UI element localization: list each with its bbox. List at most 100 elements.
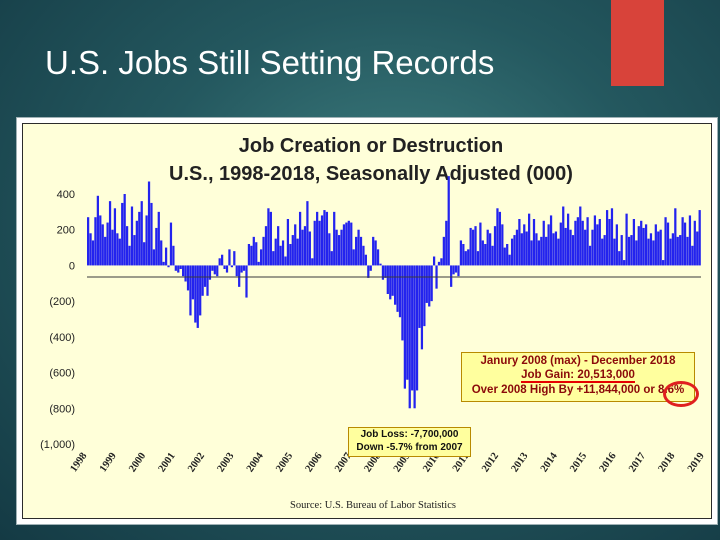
x-tick-label: 2012 (480, 451, 501, 475)
bar (301, 229, 304, 266)
bar (182, 265, 185, 277)
bar (640, 220, 643, 266)
bar (308, 231, 311, 266)
bar (218, 258, 221, 266)
bar (342, 224, 346, 266)
bar (411, 265, 414, 391)
bar (683, 222, 687, 266)
bar (596, 224, 599, 266)
bar (289, 244, 292, 266)
bar (674, 208, 677, 266)
bars (87, 176, 701, 409)
bar (335, 229, 338, 266)
bar (228, 249, 231, 266)
bar (403, 265, 406, 389)
bar (601, 238, 604, 266)
bar (340, 229, 343, 266)
bar (510, 238, 514, 266)
bar (281, 240, 285, 266)
bar (364, 254, 367, 266)
bar (108, 201, 112, 266)
bar (389, 265, 392, 300)
bar (454, 265, 458, 273)
bar (376, 249, 380, 266)
bar (201, 265, 204, 296)
bar (203, 265, 207, 287)
bar (296, 238, 299, 266)
bar (540, 236, 543, 266)
bar (484, 244, 487, 266)
bar (566, 213, 570, 266)
bar (432, 256, 436, 266)
bar (186, 265, 190, 291)
bar (542, 220, 545, 266)
bar (440, 258, 443, 266)
bar (518, 219, 521, 266)
bar (630, 235, 633, 266)
bar (250, 245, 253, 266)
x-tick-label: 1998 (68, 451, 89, 475)
bar (508, 254, 511, 266)
bar (318, 220, 321, 266)
bar (642, 227, 645, 266)
bar (610, 208, 614, 266)
x-tick-label: 2005 (274, 451, 295, 475)
bar (255, 242, 258, 266)
bar (669, 238, 672, 266)
bar (352, 249, 355, 266)
bar (133, 235, 136, 266)
bar (247, 244, 251, 266)
bar (398, 265, 402, 318)
gain-line-3: Over 2008 High By +11,844,000 or 8.6% (471, 383, 685, 396)
bar (691, 245, 694, 266)
bar (671, 233, 674, 266)
bar (121, 202, 124, 266)
bar (277, 226, 280, 266)
bar (259, 249, 263, 266)
bar (242, 265, 246, 271)
bar (196, 265, 199, 328)
bar (262, 236, 265, 266)
bar (627, 236, 631, 266)
bar (164, 247, 168, 266)
bar (644, 224, 648, 266)
bar (206, 265, 209, 296)
y-tick-label: (400) (49, 332, 75, 344)
bar (418, 265, 421, 328)
bar (525, 231, 528, 266)
chart-panel: Job Creation or Destruction U.S., 1998-2… (22, 123, 712, 519)
bar (515, 229, 519, 266)
bar (452, 265, 455, 275)
bar (152, 249, 156, 266)
bar (89, 233, 92, 266)
bar (279, 245, 282, 266)
bar (179, 265, 182, 269)
bar (625, 213, 628, 266)
bar (457, 265, 460, 277)
bar (391, 265, 394, 296)
highlight-circle (663, 381, 699, 407)
bar (147, 181, 151, 266)
bar (471, 229, 475, 266)
bar (157, 211, 160, 266)
bar (303, 226, 307, 266)
bar (240, 265, 243, 273)
bar (116, 233, 119, 266)
bar (113, 208, 117, 266)
x-tick-label: 2018 (656, 451, 677, 475)
job-gain-annotation: Janury 2008 (max) - December 2018 Job Ga… (461, 352, 695, 402)
bar (681, 217, 684, 266)
bar (657, 231, 660, 266)
bar (569, 229, 572, 266)
bar (350, 222, 353, 266)
bar (501, 224, 504, 266)
bar (87, 217, 90, 266)
loss-line-1: Job Loss: -7,700,000 (360, 429, 459, 440)
bar (401, 265, 404, 341)
bar (632, 219, 636, 266)
bar (177, 265, 180, 273)
bar (605, 210, 609, 266)
bar (581, 220, 584, 266)
bar (428, 265, 431, 307)
bar (194, 265, 197, 323)
